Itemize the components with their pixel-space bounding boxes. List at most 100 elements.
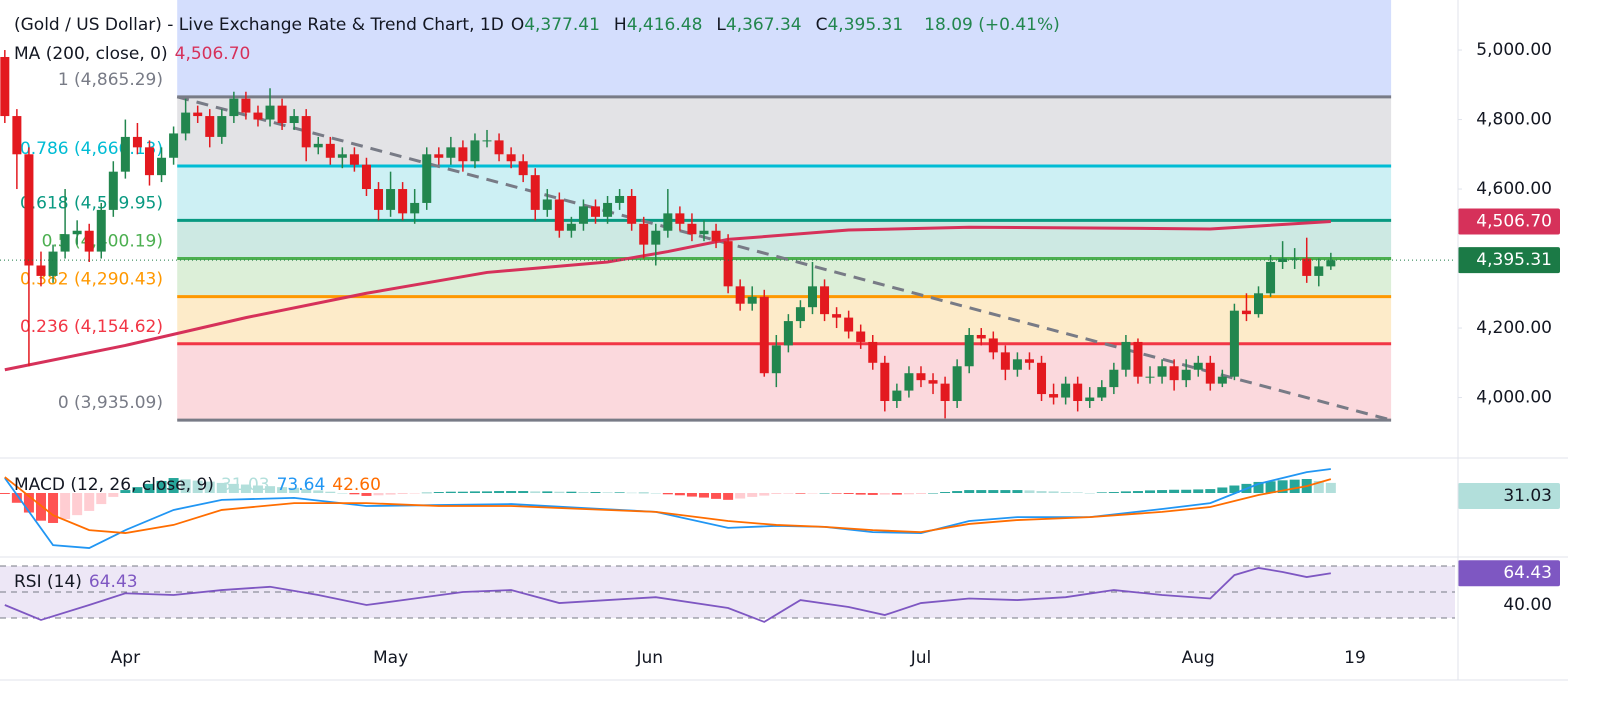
macd-histogram-bar [301,489,312,494]
macd-histogram-bar [867,493,878,495]
macd-histogram-bar [1048,491,1059,494]
macd-histogram-bar [1060,492,1071,494]
candle-body [84,230,94,252]
candle-body [36,265,46,276]
macd-histogram-bar [445,491,456,494]
rsi-name: RSI (14) [14,572,82,592]
macd-histogram-bar [1000,490,1011,494]
candle-body [205,116,215,137]
candle-body [434,154,444,158]
macd-histogram-bar [457,491,468,494]
macd-histogram-bar [192,480,203,494]
macd-histogram-bar [602,492,613,494]
candle-body [1097,387,1107,398]
macd-histogram-bar [891,493,902,495]
candle-body [1193,362,1203,370]
macd-histogram-bar [1120,491,1131,494]
macd-histogram-bar [1108,492,1119,494]
macd-histogram-bar [240,484,251,494]
candle-body [807,286,817,308]
macd-line [4,476,1332,534]
rsi-value: 64.43 [88,572,138,592]
candle-body [1229,310,1239,377]
candle-body [627,195,637,224]
macd-histogram-bar [120,490,131,494]
macd-histogram-bar [35,493,46,521]
macd-histogram-bar [518,491,529,494]
macd-histogram-bar [433,492,444,494]
y-tick-label: 4,000.00 [1476,388,1552,408]
candle-body [1205,362,1215,384]
candle-body [301,116,311,148]
candle-body [398,189,408,214]
y-tick-label: 4,200.00 [1476,318,1552,338]
macd-histogram-bar [542,491,553,494]
candle-body [1049,394,1059,398]
macd-histogram-bar [252,485,263,494]
candle-body [253,112,263,120]
macd-histogram-bar [337,493,348,494]
macd-histogram-bar [843,493,854,494]
candle-body [687,223,697,235]
fib-label: 0.618 (4,509.95) [20,193,163,213]
macd-histogram-bar [180,479,191,494]
rsi-line [4,567,1331,623]
ohlc-value: 4,416.48 [626,15,703,35]
candle-body [880,362,890,402]
macd-histogram-bar [530,491,541,494]
candle-body [868,341,878,363]
candle-body [410,202,420,214]
candle-body [0,56,10,117]
x-tick-label: Apr [111,648,140,668]
macd-histogram-bar [783,493,794,494]
candle-body [1012,359,1022,370]
ohlc-key: H [613,15,627,35]
macd-histogram-bar [879,493,890,495]
macd-histogram-bar [96,493,107,505]
y-tick-label: 4,800.00 [1476,110,1552,130]
title: (Gold / US Dollar) - Live Exchange Rate … [14,15,504,35]
candle-body [1241,310,1251,315]
ohlc-key: L [716,15,726,35]
candle-body [1085,397,1095,402]
candle-body [1073,383,1083,402]
candle-body [518,161,528,176]
macd-histogram-bar [373,493,384,496]
header-legend: (Gold / US Dollar) - Live Exchange Rate … [14,15,1067,35]
fib-label: 0.236 (4,154.62) [20,317,163,337]
candle-body [12,116,22,155]
macd-legend: MACD (12, 26, close, 9) 31.03 73.64 42.60 [14,475,388,495]
price-badge [1458,247,1560,274]
macd-histogram-bar [1253,481,1264,494]
macd-histogram-bar [349,493,360,495]
macd-histogram-bar [421,492,432,494]
macd-histogram-bar [72,493,83,516]
candle-body [446,147,456,158]
macd-histogram-bar [144,483,155,494]
macd-histogram-bar [686,493,697,497]
price-badge [1458,208,1560,235]
candle-body [60,234,70,252]
candle-body [325,143,335,158]
ma-value: 4,506.70 [174,44,251,64]
macd-histogram-bar [711,493,722,499]
macd-histogram-bar [928,493,939,494]
hist-badge-label: 31.03 [1503,486,1552,506]
candle-body [494,140,504,155]
candle-body [217,116,227,137]
macd-name: MACD (12, 26, close, 9) [14,475,214,495]
candle-body [916,373,926,381]
macd-histogram-bar [674,493,685,496]
macd-histogram-bar [626,492,637,494]
macd-histogram-bar [1036,491,1047,494]
macd-histogram-bar [1181,489,1192,494]
candle-body [675,213,685,224]
candle-body [988,338,998,353]
ohlc-value: 4,367.34 [725,15,802,35]
macd-histogram-bar [1072,492,1083,494]
x-tick-label: May [373,648,408,668]
macd-histogram-bar [325,491,336,494]
macd-histogram-bar [1024,490,1035,494]
hist-badge [1458,483,1560,510]
